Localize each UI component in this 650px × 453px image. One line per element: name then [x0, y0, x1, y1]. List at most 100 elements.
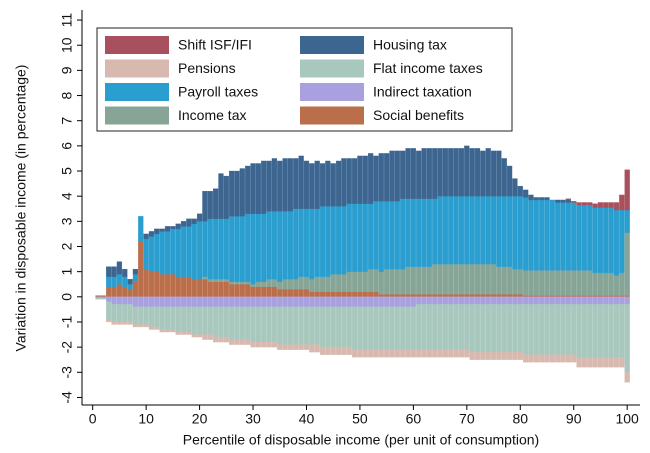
- bar-segment: [293, 306, 299, 345]
- bar-segment: [127, 321, 133, 325]
- bar-segment: [314, 160, 320, 209]
- bar-segment: [250, 284, 256, 287]
- bar-segment: [287, 211, 294, 280]
- bar-segment: [384, 294, 390, 297]
- bar-segment: [255, 163, 261, 214]
- bar-segment: [271, 296, 278, 308]
- bar-segment: [213, 281, 219, 297]
- bar-segment: [448, 304, 454, 350]
- bar-segment: [560, 354, 566, 363]
- bar-segment: [357, 155, 363, 204]
- bar-segment: [544, 270, 550, 296]
- bar-segment: [143, 324, 149, 328]
- bar-segment: [613, 202, 620, 211]
- bar-segment: [368, 349, 374, 358]
- y-tick-label: 8: [59, 91, 75, 99]
- bar-segment: [164, 329, 171, 333]
- bar-segment: [234, 284, 240, 297]
- bar-segment: [132, 281, 139, 297]
- bar-segment: [400, 349, 406, 358]
- bar-segment: [170, 228, 176, 275]
- bar-segment: [148, 326, 155, 330]
- legend-swatch: [105, 36, 169, 54]
- bar-segment: [458, 304, 465, 350]
- bar-segment: [389, 294, 395, 297]
- bar-segment: [293, 208, 299, 280]
- bar-segment: [474, 294, 481, 297]
- bar-segment: [501, 352, 507, 360]
- bar-segment: [592, 357, 598, 368]
- bar-segment: [362, 271, 368, 292]
- bar-segment: [357, 291, 363, 297]
- bar-segment: [239, 168, 245, 217]
- bar-segment: [608, 304, 614, 358]
- bar-segment: [223, 175, 229, 219]
- bar-segment: [138, 241, 144, 297]
- bar-segment: [421, 294, 427, 297]
- bar-segment: [319, 276, 326, 292]
- y-tick-label: 7: [59, 117, 75, 125]
- bar-segment: [437, 304, 443, 350]
- bar-segment: [587, 202, 593, 206]
- bar-segment: [245, 284, 251, 297]
- y-tick-label: 3: [59, 217, 75, 225]
- bar-segment: [213, 279, 219, 282]
- bar-segment: [576, 202, 582, 206]
- bar-segment: [373, 268, 379, 292]
- bar-segment: [261, 286, 267, 297]
- bar-segment: [325, 206, 331, 277]
- bar-segment: [223, 218, 229, 280]
- bar-segment: [303, 208, 310, 277]
- bar-segment: [250, 286, 256, 297]
- x-tick-label: 50: [352, 411, 368, 427]
- bar-segment: [154, 233, 160, 272]
- bar-segment: [506, 352, 513, 360]
- bar-segment: [485, 304, 491, 353]
- bar-segment: [432, 148, 438, 199]
- bar-segment: [239, 339, 245, 345]
- bar-segment: [266, 306, 272, 343]
- bar-segment: [539, 296, 545, 305]
- bar-segment: [517, 268, 523, 295]
- bar-segment: [560, 270, 566, 296]
- bar-segment: [555, 304, 561, 355]
- bar-segment: [528, 296, 534, 305]
- bar-segment: [330, 163, 336, 207]
- bar-segment: [111, 321, 117, 325]
- bar-segment: [474, 296, 481, 305]
- bar-segment: [116, 261, 123, 275]
- bar-segment: [549, 199, 555, 271]
- bar-segment: [116, 304, 123, 323]
- bar-segment: [523, 189, 529, 198]
- bar-segment: [239, 281, 245, 285]
- bar-segment: [426, 198, 433, 267]
- bar-segment: [453, 349, 459, 358]
- bar-segment: [335, 274, 342, 292]
- bar-segment: [490, 196, 497, 265]
- bar-segment: [432, 294, 438, 297]
- bar-segment: [389, 296, 395, 308]
- bar-segment: [432, 349, 438, 358]
- bar-segment: [229, 306, 235, 340]
- bar-segment: [282, 158, 288, 212]
- bar-segment: [175, 296, 181, 308]
- bar-segment: [261, 213, 267, 282]
- bar-segment: [400, 150, 406, 199]
- bar-segment: [255, 306, 261, 343]
- bar-segment: [464, 145, 470, 197]
- bar-segment: [501, 294, 507, 297]
- bar-segment: [346, 306, 352, 348]
- bar-segment: [180, 221, 187, 227]
- bar-segment: [170, 226, 176, 230]
- bar-segment: [603, 272, 609, 296]
- bar-segment: [528, 354, 534, 363]
- bar-segment: [506, 296, 513, 305]
- bar-segment: [309, 279, 315, 292]
- bar-segment: [325, 306, 331, 348]
- bar-segment: [458, 148, 465, 197]
- bar-segment: [576, 295, 582, 297]
- bar-segment: [132, 274, 139, 282]
- bar-segment: [587, 270, 593, 296]
- bar-segment: [314, 296, 320, 308]
- bar-segment: [437, 294, 443, 297]
